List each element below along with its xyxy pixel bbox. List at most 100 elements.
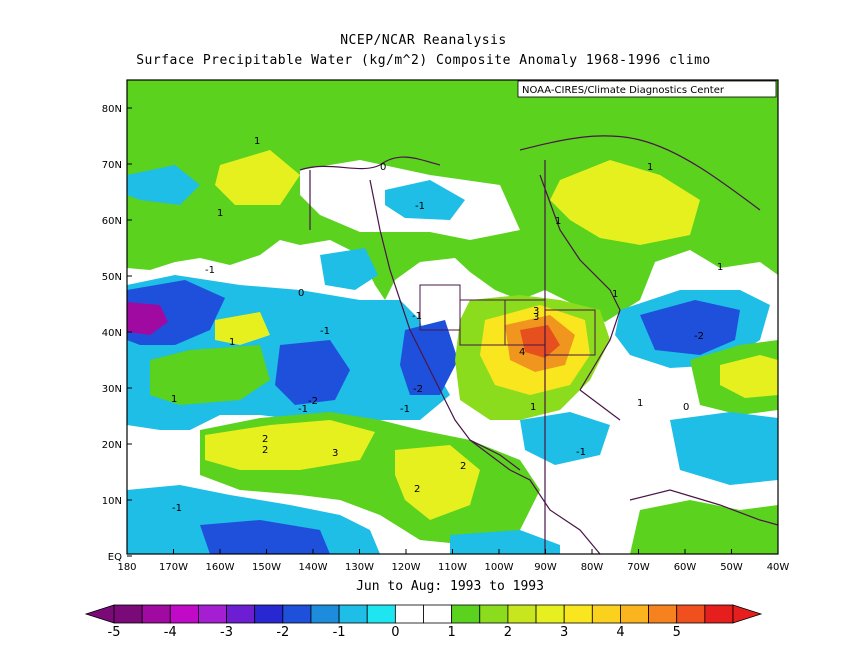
positive-region-trop-ylw <box>205 420 375 470</box>
latitude-label: 80N <box>102 104 122 115</box>
longitude-label: 120W <box>392 562 421 573</box>
state-boundaries <box>419 284 596 356</box>
contour-label: 0 <box>683 402 689 413</box>
contour-label: 1 <box>217 208 223 219</box>
positive-region-canada <box>550 160 700 245</box>
positive-region-sa <box>630 500 778 554</box>
latitude-label: 10N <box>102 496 122 507</box>
colorbar-swatch <box>563 604 593 624</box>
negative-region-hudson <box>385 180 465 220</box>
contour-label: 1 <box>717 262 723 273</box>
contour-label: -1 <box>172 503 182 514</box>
positive-region-atl-ylw <box>720 355 778 398</box>
contour-label: 3 <box>533 306 539 317</box>
colorbar-swatch <box>479 604 509 624</box>
longitude-label: 80W <box>581 562 604 573</box>
contour-label: 4 <box>519 347 525 358</box>
negative-region-atlantic-deep <box>640 300 740 355</box>
negative-region-bering <box>127 165 200 205</box>
colorbar-arrow-right <box>732 604 763 624</box>
contour-label: 2 <box>460 461 466 472</box>
contour-label: -2 <box>308 396 318 407</box>
contour-label: 1 <box>612 289 618 300</box>
colorbar-swatch <box>535 604 565 624</box>
latitude-label: 60N <box>102 216 122 227</box>
contour-label: -2 <box>694 331 704 342</box>
contour-label: 2 <box>262 445 268 456</box>
colorbar-swatch <box>338 604 368 624</box>
contour-label: -1 <box>298 404 308 415</box>
colorbar-swatch <box>310 604 340 624</box>
longitude-label: 110W <box>438 562 467 573</box>
colorbar-swatch <box>282 604 312 624</box>
longitude-label: 100W <box>485 562 514 573</box>
map-title: NCEP/NCAR Reanalysis <box>340 33 507 48</box>
longitude-label: 130W <box>345 562 374 573</box>
colorbar-swatch <box>113 604 143 624</box>
negative-region-e-atl <box>670 412 778 485</box>
longitude-axis: 180 170W 160W 150W 140W 130W 120W 110W 100W 90W 80… <box>117 549 789 573</box>
longitude-label: 160W <box>206 562 235 573</box>
colorbar-label: 3 <box>560 625 568 640</box>
contour-label: 0 <box>380 162 386 173</box>
colorbar-labels: -5 -4 -3 -2 -1 0 1 2 3 4 5 <box>108 625 681 640</box>
contour-label: 1 <box>637 398 643 409</box>
colorbar-label: -2 <box>276 625 289 640</box>
contour-label: 2 <box>414 484 420 495</box>
colorbar-label: -3 <box>220 625 233 640</box>
colorbar-label: -4 <box>164 625 177 640</box>
credit-box <box>517 80 777 98</box>
anomaly-field <box>127 80 778 554</box>
contour-labels: 1 1 1 1 1 1 1 -1 -1 -1 -1 -1 -1 -2 -2 -2… <box>171 136 723 514</box>
positive-region-pac-islands <box>150 345 270 405</box>
longitude-label: 150W <box>252 562 281 573</box>
colorbar-label: -5 <box>108 625 121 640</box>
latitude-label: 40N <box>102 328 122 339</box>
latitude-label: 70N <box>102 160 122 171</box>
negative-region-trop-deep <box>200 520 330 554</box>
contour-label: -1 <box>320 326 330 337</box>
colorbar-label: 0 <box>391 625 399 640</box>
colorbar-swatch <box>648 604 678 624</box>
contour-label: 3 <box>533 312 539 323</box>
contour-label: -1 <box>412 311 422 322</box>
positive-region-trop-ylw2 <box>395 445 480 520</box>
contour-label: 1 <box>229 337 235 348</box>
contour-label: 2 <box>262 434 268 445</box>
colorbar-swatch <box>423 604 453 624</box>
contour-label: -1 <box>205 265 215 276</box>
colorbar-arrow-left <box>84 604 115 624</box>
negative-region-caribbean <box>520 412 610 465</box>
contour-label: 1 <box>171 394 177 405</box>
colorbar-swatch <box>507 604 537 624</box>
contour-label: 0 <box>298 288 304 299</box>
longitude-label: 70W <box>627 562 650 573</box>
colorbar-label: -1 <box>333 625 346 640</box>
colorbar-label: 2 <box>504 625 512 640</box>
longitude-label: 40W <box>767 562 790 573</box>
positive-region-pac-ylw <box>215 312 270 345</box>
colorbar-swatch <box>141 604 171 624</box>
colorbar-swatch <box>620 604 649 624</box>
longitude-label: 180 <box>117 562 136 573</box>
positive-region-midwest-core <box>520 325 560 358</box>
contour-label: 3 <box>332 448 338 459</box>
contour-label: -2 <box>413 384 423 395</box>
latitude-label: 20N <box>102 440 122 451</box>
negative-region-gulf-alaska <box>320 248 378 290</box>
contour-label: -1 <box>400 404 410 415</box>
contour-label: 1 <box>647 162 653 173</box>
colorbar-swatch <box>226 604 256 624</box>
contour-label: -1 <box>576 447 586 458</box>
colorbar-swatch <box>451 604 481 624</box>
longitude-label: 140W <box>299 562 328 573</box>
negative-region-trop-east <box>450 530 560 554</box>
colorbar-swatch <box>394 604 424 624</box>
contour-label: 1 <box>555 216 561 227</box>
latitude-label: EQ <box>108 552 122 563</box>
colorbar-swatch <box>591 604 621 624</box>
latitude-axis: 80N 70N 60N 50N 40N 30N 20N 10N EQ <box>102 104 132 563</box>
contour-label: 1 <box>254 136 260 147</box>
positive-region-alaska <box>215 150 300 205</box>
colorbar-label: 4 <box>616 625 624 640</box>
